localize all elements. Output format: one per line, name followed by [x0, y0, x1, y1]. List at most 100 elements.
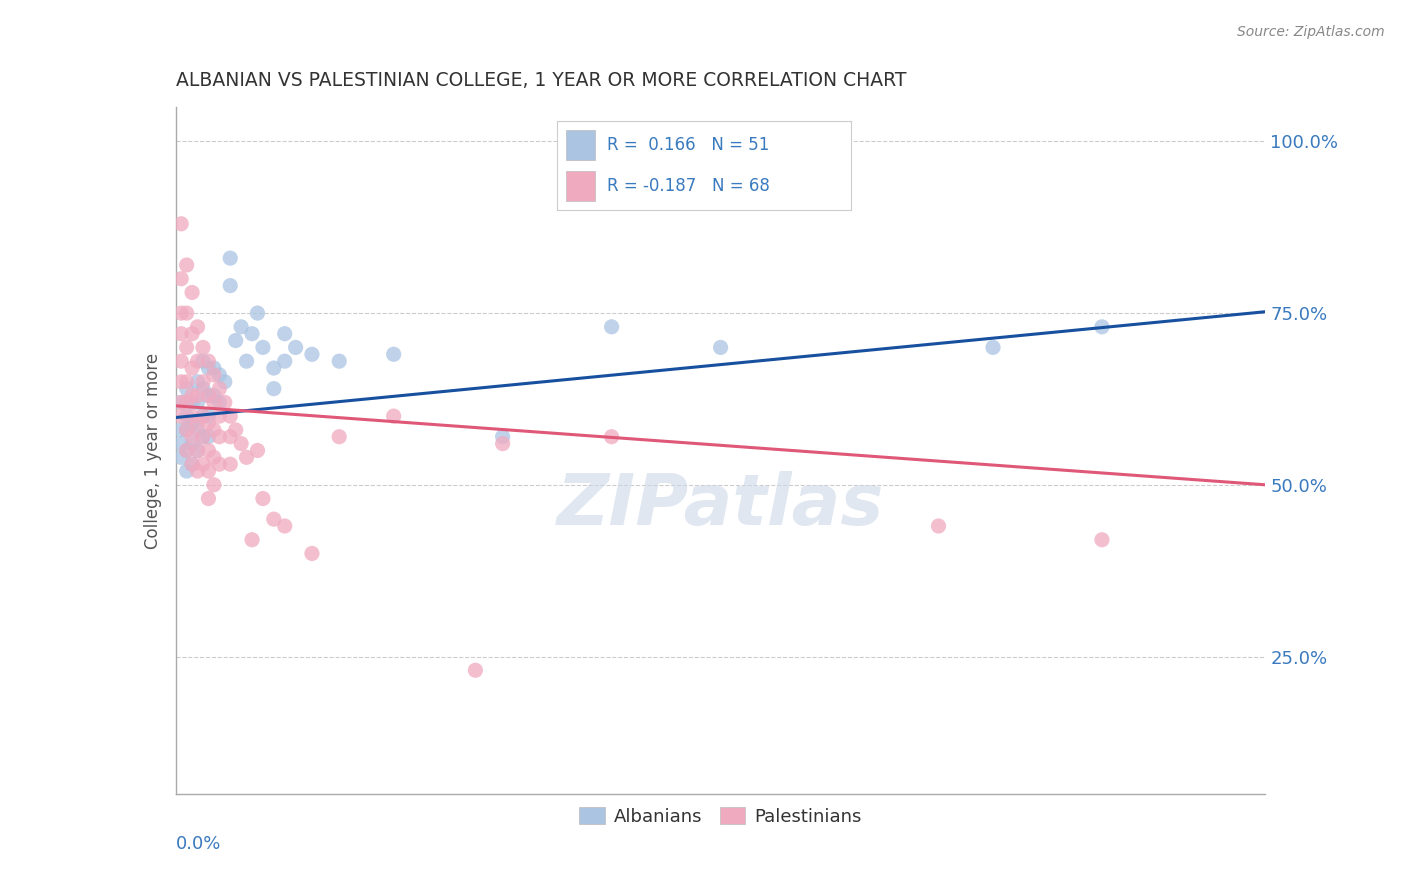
Point [208, 395, 231, 409]
Point [181, 361, 204, 376]
Point [186, 443, 209, 458]
Point [214, 395, 236, 409]
Point [202, 423, 225, 437]
Point [208, 409, 231, 424]
Point [170, 436, 193, 450]
Point [176, 258, 198, 272]
Point [170, 395, 193, 409]
Point [170, 375, 193, 389]
Point [186, 443, 209, 458]
Point [191, 409, 214, 424]
Point [1091, 533, 1114, 547]
Point [382, 409, 405, 424]
Point [176, 375, 198, 389]
Point [191, 382, 214, 396]
Text: ALBANIAN VS PALESTINIAN COLLEGE, 1 YEAR OR MORE CORRELATION CHART: ALBANIAN VS PALESTINIAN COLLEGE, 1 YEAR … [176, 71, 907, 90]
Point [170, 423, 193, 437]
Point [186, 416, 209, 430]
Point [274, 519, 297, 533]
Point [186, 375, 209, 389]
Point [170, 354, 193, 368]
Point [202, 450, 225, 465]
Point [181, 326, 204, 341]
Point [186, 319, 209, 334]
Point [191, 457, 214, 471]
Point [240, 533, 263, 547]
Point [197, 388, 219, 402]
Point [219, 457, 242, 471]
Point [170, 395, 193, 409]
Point [197, 409, 219, 424]
Point [170, 306, 193, 320]
Point [208, 382, 231, 396]
Point [176, 423, 198, 437]
Point [191, 409, 214, 424]
Point [191, 354, 214, 368]
Point [176, 340, 198, 354]
Point [246, 306, 269, 320]
Point [186, 395, 209, 409]
Point [170, 409, 193, 424]
Point [176, 443, 198, 458]
Point [274, 326, 297, 341]
Point [197, 430, 219, 444]
Point [176, 409, 198, 424]
Text: Source: ZipAtlas.com: Source: ZipAtlas.com [1237, 25, 1385, 39]
Point [1091, 319, 1114, 334]
Point [263, 512, 285, 526]
Point [191, 430, 214, 444]
Point [252, 340, 274, 354]
Point [214, 375, 236, 389]
Point [186, 423, 209, 437]
Point [710, 340, 733, 354]
Point [219, 430, 242, 444]
Point [600, 430, 623, 444]
Point [176, 395, 198, 409]
Point [235, 354, 257, 368]
Point [928, 519, 950, 533]
Point [231, 319, 253, 334]
Point [219, 278, 242, 293]
Point [191, 340, 214, 354]
Point [492, 436, 515, 450]
Text: ZIPatlas: ZIPatlas [557, 471, 884, 540]
Point [274, 354, 297, 368]
Point [197, 491, 219, 506]
Point [197, 416, 219, 430]
Point [208, 457, 231, 471]
Point [181, 457, 204, 471]
Point [981, 340, 1004, 354]
Point [464, 663, 486, 677]
Point [328, 354, 350, 368]
Point [492, 430, 515, 444]
Point [186, 388, 209, 402]
Point [246, 443, 269, 458]
Point [328, 430, 350, 444]
Point [181, 416, 204, 430]
Point [170, 326, 193, 341]
Point [202, 478, 225, 492]
Point [197, 388, 219, 402]
Point [176, 382, 198, 396]
Point [176, 464, 198, 478]
Point [186, 464, 209, 478]
Point [197, 354, 219, 368]
Point [191, 430, 214, 444]
Point [176, 423, 198, 437]
Point [197, 464, 219, 478]
Y-axis label: College, 1 year or more: College, 1 year or more [143, 352, 162, 549]
Point [181, 436, 204, 450]
Point [202, 368, 225, 382]
Point [191, 375, 214, 389]
Point [252, 491, 274, 506]
Point [202, 361, 225, 376]
Point [181, 388, 204, 402]
Point [181, 457, 204, 471]
Point [181, 395, 204, 409]
Point [219, 409, 242, 424]
Point [235, 450, 257, 465]
Point [186, 354, 209, 368]
Legend: Albanians, Palestinians: Albanians, Palestinians [572, 800, 869, 833]
Point [176, 443, 198, 458]
Point [219, 251, 242, 265]
